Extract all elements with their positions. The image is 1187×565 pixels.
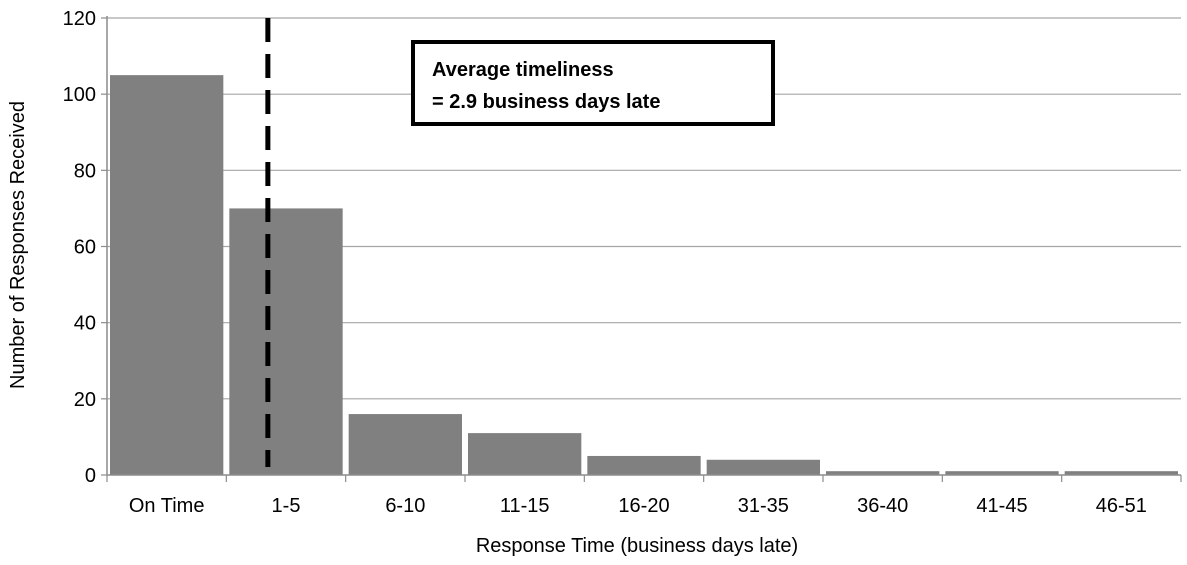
annotation-line-2: = 2.9 business days late (432, 91, 660, 113)
y-tick-label: 80 (74, 160, 96, 182)
y-tick-label: 20 (74, 389, 96, 411)
annotation-frame (411, 40, 775, 126)
x-tick-label: 36-40 (857, 495, 908, 517)
annotation-line-1: Average timeliness (432, 59, 614, 81)
bar (706, 459, 820, 475)
x-tick-label: 41-45 (976, 495, 1027, 517)
bar (1064, 471, 1178, 475)
x-tick-label: 31-35 (738, 495, 789, 517)
bar (468, 433, 582, 475)
bars (110, 75, 1178, 475)
bar (229, 208, 343, 475)
x-tick-label: 1-5 (272, 495, 301, 517)
x-tick-label: 46-51 (1096, 495, 1147, 517)
bar (348, 414, 462, 475)
x-tick-label: 16-20 (618, 495, 669, 517)
y-tick-label: 60 (74, 237, 96, 259)
x-tick-label: 11-15 (500, 495, 550, 517)
bar (110, 75, 224, 475)
bar (587, 455, 701, 475)
annotation-box: Average timeliness = 2.9 business days l… (411, 40, 775, 126)
axes: 0 20 40 60 80 100 120 On Time 1-5 6-10 11-15 16-20 3… (63, 8, 1182, 517)
y-tick-label: 100 (63, 84, 96, 106)
y-axis-title: Number of Responses Received (7, 101, 29, 389)
x-tick-label: On Time (129, 495, 205, 517)
y-tick-label: 40 (74, 313, 96, 335)
x-axis-title: Response Time (business days late) (476, 535, 798, 557)
bar (826, 471, 940, 475)
bar (945, 471, 1059, 475)
y-tick-label: 0 (85, 465, 96, 487)
y-tick-label: 120 (63, 8, 96, 30)
x-tick-label: 6-10 (385, 495, 425, 517)
